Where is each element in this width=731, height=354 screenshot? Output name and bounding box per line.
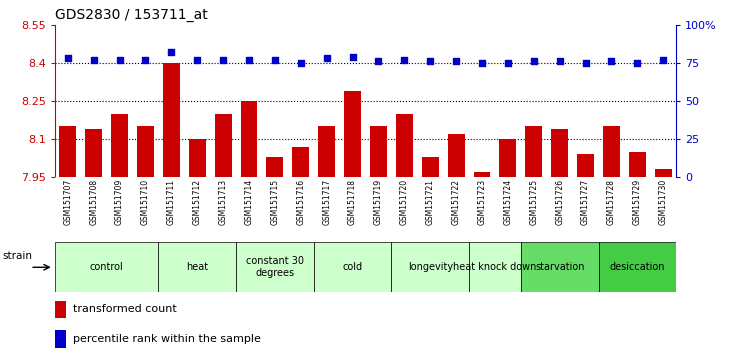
Point [528, 58, 539, 64]
Text: cold: cold [343, 262, 363, 272]
Bar [55, 301, 66, 318]
Text: GSM151710: GSM151710 [141, 179, 150, 225]
Bar [521, 242, 599, 292]
Text: GSM151728: GSM151728 [607, 179, 616, 225]
Bar [159, 242, 236, 292]
Text: GSM151717: GSM151717 [322, 179, 331, 225]
Text: GSM151729: GSM151729 [633, 179, 642, 225]
Point [321, 56, 333, 61]
Text: GSM151725: GSM151725 [529, 179, 538, 225]
Point [295, 60, 306, 66]
Bar [240, 101, 257, 177]
Point [243, 57, 255, 63]
Bar [236, 242, 314, 292]
Point [554, 58, 566, 64]
Bar [422, 157, 439, 177]
Bar [55, 242, 159, 292]
Text: GDS2830 / 153711_at: GDS2830 / 153711_at [55, 8, 208, 22]
Text: GSM151714: GSM151714 [244, 179, 254, 225]
Bar [189, 139, 205, 177]
Point [580, 60, 591, 66]
Point [373, 58, 385, 64]
Text: GSM151726: GSM151726 [555, 179, 564, 225]
Bar [577, 154, 594, 177]
Bar [447, 134, 464, 177]
Point [269, 57, 281, 63]
Text: GSM151718: GSM151718 [348, 179, 357, 225]
Point [346, 54, 358, 59]
Text: transformed count: transformed count [73, 304, 177, 314]
Point [632, 60, 643, 66]
Bar [396, 114, 413, 177]
Point [425, 58, 436, 64]
Bar [551, 129, 568, 177]
Bar [267, 157, 284, 177]
Bar [526, 126, 542, 177]
Text: GSM151723: GSM151723 [477, 179, 487, 225]
Bar [59, 126, 76, 177]
Text: GSM151715: GSM151715 [270, 179, 279, 225]
Bar [599, 242, 676, 292]
Text: GSM151730: GSM151730 [659, 179, 667, 225]
Point [450, 58, 462, 64]
Text: constant 30
degrees: constant 30 degrees [246, 256, 304, 278]
Bar [344, 91, 361, 177]
Bar [292, 147, 309, 177]
Bar [655, 170, 672, 177]
Point [140, 57, 151, 63]
Point [114, 57, 126, 63]
Bar [86, 129, 102, 177]
Bar [391, 242, 469, 292]
Text: GSM151713: GSM151713 [219, 179, 227, 225]
Bar [474, 172, 491, 177]
Point [476, 60, 488, 66]
Text: GSM151722: GSM151722 [452, 179, 461, 225]
Text: GSM151716: GSM151716 [296, 179, 306, 225]
Text: GSM151709: GSM151709 [115, 179, 124, 225]
Point [502, 60, 514, 66]
Text: desiccation: desiccation [610, 262, 665, 272]
Point [192, 57, 203, 63]
Point [398, 57, 410, 63]
Point [605, 58, 617, 64]
Point [165, 49, 177, 55]
Point [217, 57, 229, 63]
Point [62, 56, 74, 61]
Bar [603, 126, 620, 177]
Text: strain: strain [3, 251, 33, 261]
Text: GSM151721: GSM151721 [425, 179, 435, 225]
Text: GSM151719: GSM151719 [374, 179, 383, 225]
Text: GSM151720: GSM151720 [400, 179, 409, 225]
Point [88, 57, 99, 63]
Bar [318, 126, 335, 177]
Text: GSM151707: GSM151707 [64, 179, 72, 225]
Bar [469, 242, 520, 292]
Bar [163, 63, 180, 177]
Bar [629, 152, 645, 177]
Text: heat: heat [186, 262, 208, 272]
Text: GSM151708: GSM151708 [89, 179, 98, 225]
Bar [314, 242, 391, 292]
Text: longevity: longevity [408, 262, 452, 272]
Text: heat knock down: heat knock down [453, 262, 537, 272]
Bar [111, 114, 128, 177]
Bar [215, 114, 232, 177]
Text: control: control [90, 262, 124, 272]
Bar [370, 126, 387, 177]
Text: GSM151727: GSM151727 [581, 179, 590, 225]
Text: percentile rank within the sample: percentile rank within the sample [73, 334, 262, 344]
Bar [499, 139, 516, 177]
Text: GSM151712: GSM151712 [193, 179, 202, 225]
Bar [55, 331, 66, 348]
Bar [137, 126, 154, 177]
Point [657, 57, 669, 63]
Text: GSM151724: GSM151724 [504, 179, 512, 225]
Text: GSM151711: GSM151711 [167, 179, 176, 225]
Text: starvation: starvation [535, 262, 584, 272]
